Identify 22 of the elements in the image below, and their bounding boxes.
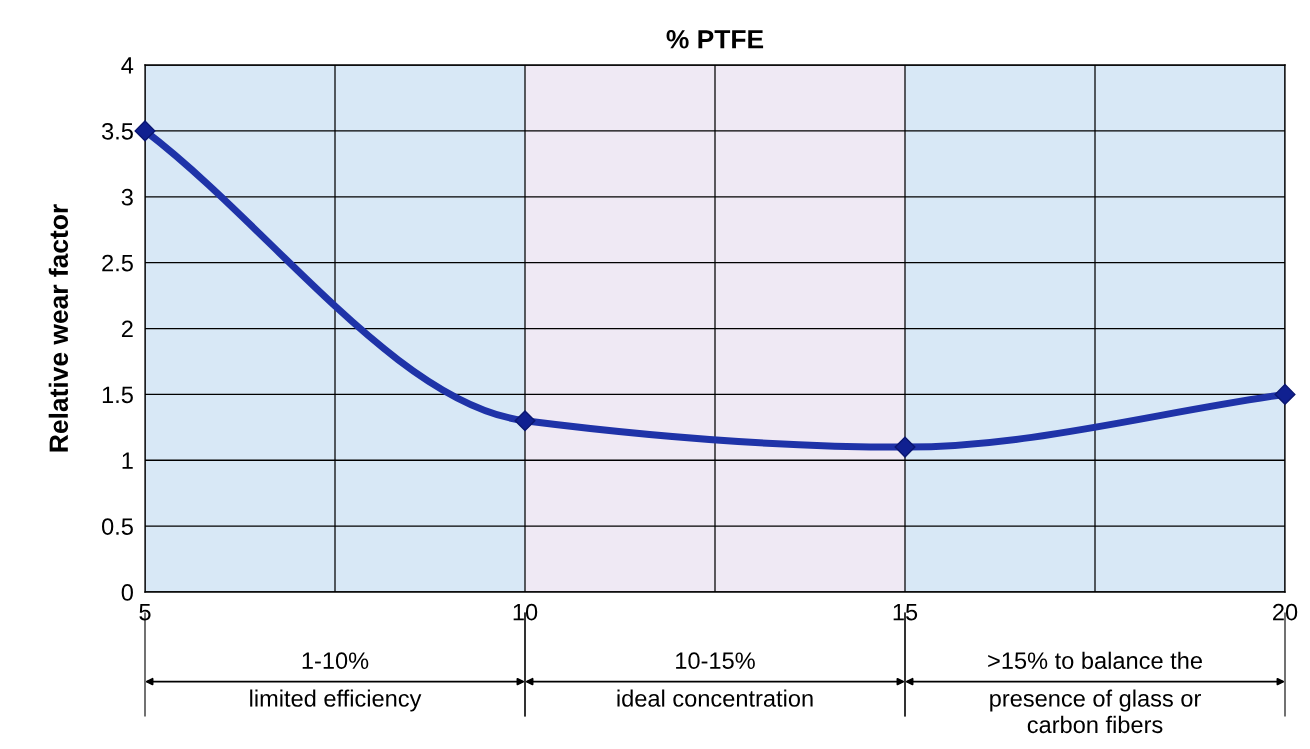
point bbox=[134, 120, 156, 142]
y-tick-label: 2 bbox=[121, 320, 133, 338]
y-tick-label: 1.5 bbox=[102, 386, 133, 404]
point bbox=[894, 436, 916, 458]
band-label: 10-15% ideal concentration bbox=[617, 652, 813, 707]
y-tick-label: 3 bbox=[121, 188, 133, 206]
y-tick-label: 0.5 bbox=[101, 518, 133, 535]
y-tick-label: 4 bbox=[121, 57, 134, 74]
band-label: 1-10% limited efficiency bbox=[250, 652, 422, 712]
y-tick-label: 2.5 bbox=[102, 254, 133, 272]
y-axis-title: Relative wear factor bbox=[48, 204, 69, 452]
x-tick-label: 20 bbox=[1273, 603, 1298, 621]
x-tick-label: 10 bbox=[513, 603, 538, 621]
point bbox=[1274, 383, 1296, 405]
band-label: >15% to balance the presence of glass or carbon fibers bbox=[988, 651, 1202, 734]
x-tick-label: 5 bbox=[139, 603, 151, 621]
x-tick-label: 15 bbox=[893, 603, 918, 621]
y-tick-label: 1 bbox=[122, 452, 133, 469]
y-tick-label: 3.5 bbox=[101, 122, 133, 140]
y-tick-label: 0 bbox=[121, 584, 133, 601]
point bbox=[514, 410, 536, 432]
chart-title: % PTFE bbox=[666, 29, 764, 49]
